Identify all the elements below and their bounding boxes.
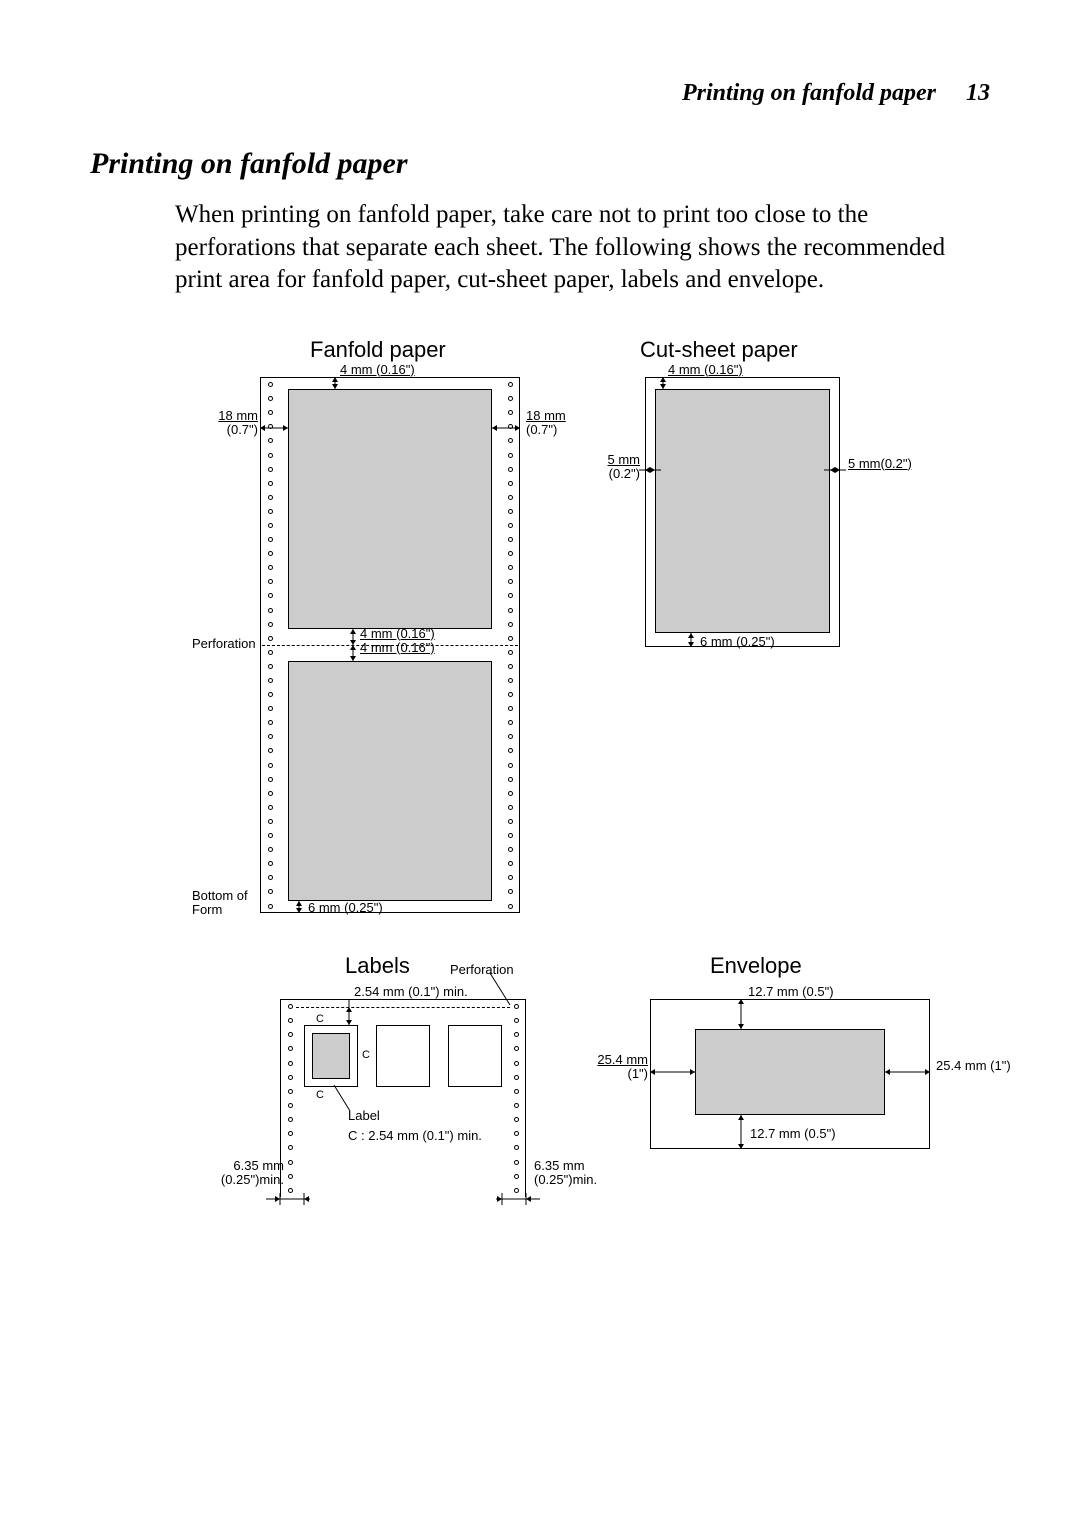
figure-area: Fanfold paper 4 mm (0.16") 18 mm (0.7") — [90, 337, 990, 1237]
arrow-icon — [736, 1115, 746, 1149]
labels-top-margin: 2.54 mm (0.1") min. — [354, 985, 468, 1000]
labels-c-top: C — [316, 1013, 324, 1026]
envelope-title: Envelope — [710, 953, 802, 979]
fanfold-holes-right — [503, 378, 517, 914]
arrow-icon — [885, 1067, 930, 1077]
labels-left-margin-paren: (0.25")min. — [221, 1172, 284, 1187]
fanfold-bof-1: Bottom of — [192, 888, 248, 903]
cutsheet-right-margin: 5 mm(0.2") — [848, 457, 912, 472]
cutsheet-left-margin: 5 mm (0.2") — [600, 453, 640, 483]
labels-c-bottom: C — [316, 1089, 324, 1102]
page-number: 13 — [966, 80, 990, 106]
fanfold-perf-top-text: 4 mm (0.16") — [360, 626, 435, 641]
arrow-icon — [348, 645, 358, 661]
running-header: Printing on fanfold paper 13 — [90, 80, 990, 107]
cutsheet-top-text: 4 mm (0.16") — [668, 362, 743, 377]
labels-left-margin: 6.35 mm (0.25")min. — [214, 1159, 284, 1189]
fanfold-top-margin-text: 4 mm (0.16") — [340, 362, 415, 377]
page: Printing on fanfold paper 13 Printing on… — [0, 0, 1080, 1277]
header-title: Printing on fanfold paper — [682, 80, 936, 106]
arrow-icon — [344, 999, 354, 1027]
fanfold-holes-left — [263, 378, 277, 914]
labels-holes-left — [283, 1000, 297, 1198]
envelope-left-margin-val: 25.4 mm — [597, 1052, 648, 1067]
leader-line — [334, 1085, 354, 1113]
fanfold-perforation-label: Perforation — [192, 637, 256, 652]
fanfold-bof-2: Form — [192, 902, 222, 917]
cutsheet-left-margin-paren: (0.2") — [609, 466, 640, 481]
fanfold-bottom-margin: 6 mm (0.25") — [308, 901, 383, 916]
envelope-right-margin: 25.4 mm (1") — [936, 1059, 1011, 1074]
arrow-icon — [824, 465, 846, 475]
arrow-icon — [492, 423, 520, 433]
labels-right-margin-val: 6.35 mm — [534, 1158, 585, 1173]
label-print-area — [312, 1033, 350, 1079]
envelope-left-margin-paren: (1") — [627, 1066, 648, 1081]
cutsheet-right-margin-text: 5 mm(0.2") — [848, 456, 912, 471]
leader-line — [490, 973, 520, 1009]
fanfold-top-margin-label: 4 mm (0.16") — [340, 363, 415, 378]
envelope-left-margin: 25.4 mm (1") — [590, 1053, 648, 1083]
arrow-icon — [330, 377, 340, 391]
arrow-icon — [639, 465, 661, 475]
arrow-icon — [686, 633, 696, 649]
cutsheet-left-margin-val: 5 mm — [608, 452, 641, 467]
arrow-icon — [260, 423, 288, 433]
fanfold-right-margin-val: 18 mm — [526, 408, 566, 423]
label-rect-3 — [448, 1025, 502, 1087]
labels-c-note: C : 2.54 mm (0.1") min. — [348, 1129, 482, 1144]
arrow-icon — [294, 901, 304, 915]
envelope-bottom-margin: 12.7 mm (0.5") — [750, 1127, 836, 1142]
fanfold-right-margin-label: 18 mm (0.7") — [526, 409, 566, 439]
fanfold-left-margin-val: 18 mm — [218, 408, 258, 423]
arrow-icon — [658, 377, 668, 391]
envelope-area — [695, 1029, 885, 1115]
labels-holes-right — [509, 1000, 523, 1198]
fanfold-perf-bot-text: 4 mm (0.16") — [360, 640, 435, 655]
arrow-icon — [736, 999, 746, 1029]
label-rect-2 — [376, 1025, 430, 1087]
envelope-top-margin: 12.7 mm (0.5") — [748, 985, 834, 1000]
cutsheet-area — [655, 389, 830, 633]
labels-right-margin-paren: (0.25")min. — [534, 1172, 597, 1187]
fanfold-area-bottom — [288, 661, 492, 901]
arrow-icon — [650, 1067, 695, 1077]
fanfold-left-margin-paren: (0.7") — [227, 422, 258, 437]
labels-right-margin: 6.35 mm (0.25")min. — [534, 1159, 597, 1189]
labels-perforation-line — [296, 1007, 510, 1008]
fanfold-perf-bot-margin: 4 mm (0.16") — [360, 641, 435, 656]
fanfold-left-margin-label: 18 mm (0.7") — [210, 409, 258, 439]
arrow-icon — [348, 629, 358, 645]
body-text: When printing on fanfold paper, take car… — [175, 199, 990, 297]
labels-c-right: C — [362, 1049, 370, 1062]
section-title: Printing on fanfold paper — [90, 147, 990, 181]
cutsheet-bottom-margin: 6 mm (0.25") — [700, 635, 775, 650]
fanfold-bottom-of-form: Bottom of Form — [192, 889, 248, 919]
fanfold-title: Fanfold paper — [310, 337, 446, 363]
labels-title: Labels — [345, 953, 410, 979]
fanfold-area-top — [288, 389, 492, 629]
labels-left-margin-val: 6.35 mm — [233, 1158, 284, 1173]
cutsheet-title: Cut-sheet paper — [640, 337, 798, 363]
tick-lines — [280, 1195, 530, 1209]
cutsheet-top-margin: 4 mm (0.16") — [668, 363, 743, 378]
fanfold-right-margin-paren: (0.7") — [526, 422, 557, 437]
